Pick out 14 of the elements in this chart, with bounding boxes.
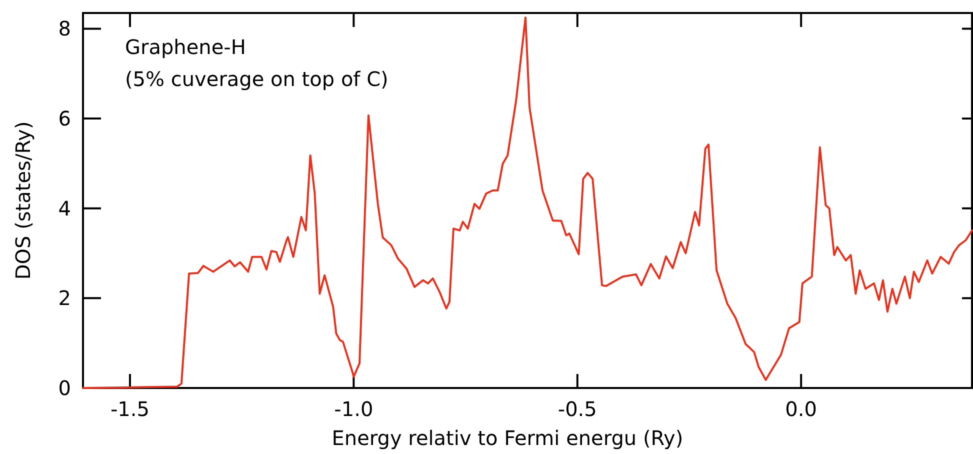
annotation: (5% cuverage on top of C) <box>125 67 388 91</box>
y-tick-label: 0 <box>58 376 71 400</box>
y-tick-label: 2 <box>58 286 71 310</box>
line-series <box>82 16 973 389</box>
x-axis-title: Energy relativ to Fermi energu (Ry) <box>332 426 684 450</box>
y-tick-label: 8 <box>58 16 71 41</box>
annotation: Graphene-H <box>125 35 246 59</box>
x-tick-label: -1.5 <box>110 397 150 421</box>
y-tick-label: 4 <box>58 196 71 220</box>
x-tick-label: -1.0 <box>334 397 374 421</box>
x-tick-label: 0.0 <box>785 397 817 421</box>
y-axis-title: DOS (states/Ry) <box>11 121 35 280</box>
y-tick-label: 6 <box>58 106 71 131</box>
x-tick-label: -0.5 <box>558 397 597 421</box>
